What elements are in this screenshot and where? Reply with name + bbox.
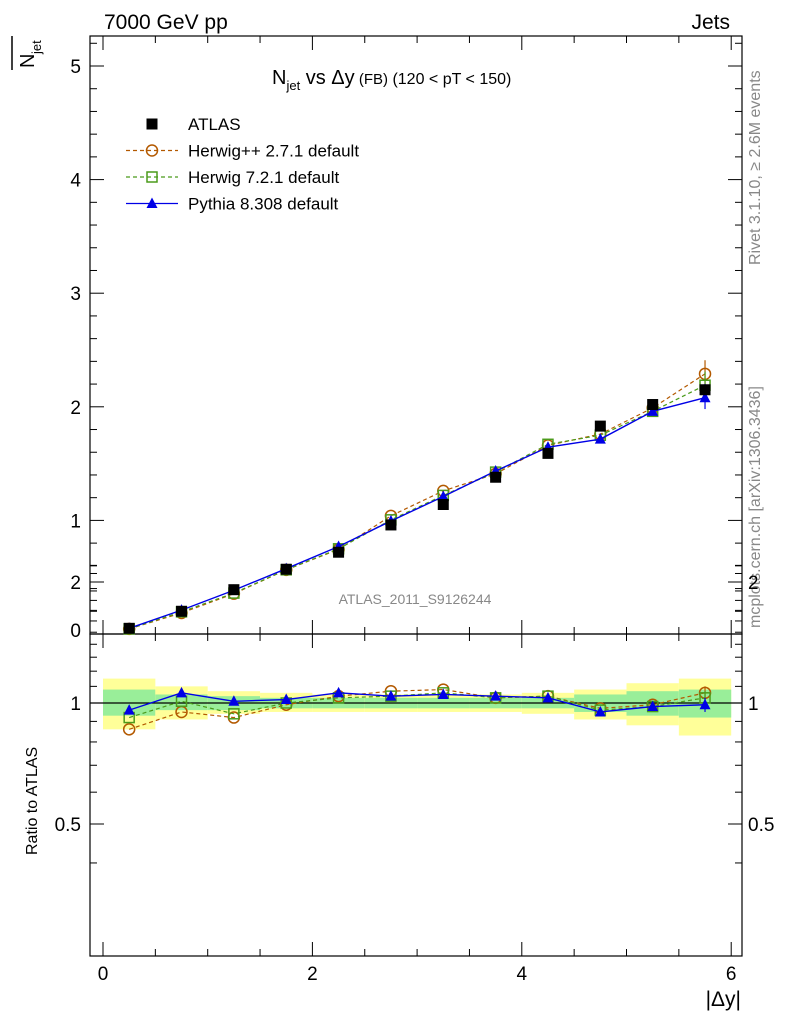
chart-title: Njet vs Δy (FB) (120 < pT < 150) [272,67,511,93]
y-tick-label: 3 [70,284,81,305]
legend-marker-atlas [146,118,158,130]
atlas-point [280,563,292,575]
pythia-8-308-default-ratio-point [594,705,606,717]
pythia-8-308-default-ratio-point [699,698,711,710]
atlas-point [437,498,449,510]
ratio-tick-label: 1 [70,694,81,715]
legend-marker-herwig-2-7-1-default [145,144,159,157]
pythia-8-308-default-ratio-point [176,686,188,698]
legend-label-herwig-7-2-1-default: Herwig 7.2.1 default [188,168,339,187]
atlas-point [542,447,554,459]
ratio-tick-label: 2 [70,573,81,594]
atlas-point [594,420,606,432]
pythia-8-308-default-ratio-point [123,704,135,715]
inner-band [155,694,208,711]
pythia-8-308-default-ratio-point [437,688,449,699]
herwig-7-2-1-default-ratio-line [128,692,706,719]
legend-label-herwig-2-7-1-default: Herwig++ 2.7.1 default [188,142,359,161]
pythia-8-308-default-point [437,490,449,502]
atlas-point [647,399,659,411]
svg-text:N: N [17,54,39,68]
ratio-frame [89,633,743,957]
legend-label-pythia-8-308-default: Pythia 8.308 default [188,195,339,214]
y-tick-label: 5 [70,57,81,78]
x-axis-label: |Δy| [706,988,741,1011]
mcplots-label: mcplots.cern.ch [arXiv:1306.3436] [747,386,764,628]
ratio-tick-label: 1 [748,694,759,715]
axes: 0 2 4 6 0 1 2 3 4 5 0.5 0.5 1 1 2 2 [55,36,774,985]
legend-marker-pythia-8-308-default [146,197,158,208]
pythia-8-308-default-ratio-line [128,692,706,713]
atlas-point [699,384,711,396]
main-series [122,360,712,636]
x-tick-label: 2 [307,964,318,985]
y-tick-label: 4 [70,171,81,192]
pythia-8-308-default-ratio-point [333,686,345,698]
pythia-8-308-default-point [647,405,659,416]
x-tick-label: 4 [517,964,528,985]
rivet-label: Rivet 3.1.10, ≥ 2.6M events [747,70,764,265]
svg-text:jet: jet [29,40,44,55]
ratio-tick-label: 2 [748,573,759,594]
y-tick-label: 2 [70,398,81,419]
y-tick-label: 0 [70,621,81,642]
pythia-8-308-default-ratio-point [647,700,659,712]
pythia-8-308-default-ratio-point [280,693,292,705]
ratio-ylabel: Ratio to ATLAS [24,747,41,855]
legend-label-atlas: ATLAS [188,115,241,134]
atlas-point [123,622,135,634]
ratio-uncertainty-bands [103,678,732,736]
pythia-8-308-default-ratio-point [490,690,502,701]
atlas-point [490,471,502,483]
y-axis-label: N jet [11,36,44,70]
atlas-point [176,605,188,617]
pythia-8-308-default-point [699,391,711,403]
analysis-watermark: ATLAS_2011_S9126244 [339,591,492,607]
herwig-2-7-1-default-ratio-line [128,688,706,730]
atlas-point [228,584,240,596]
legend: ATLAS Herwig++ 2.7.1 default Herwig 7.2.1 … [126,115,359,214]
herwig-7-2-1-default-line [128,384,706,630]
pythia-8-308-default-line [128,397,706,629]
atlas-point [333,546,345,558]
legend-marker-herwig-7-2-1-default [146,171,158,183]
header-right: Jets [691,11,730,34]
y-tick-label: 1 [70,511,81,532]
ratio-series [122,683,712,736]
herwig-7-2-1-default-ratio-point [228,708,240,720]
pythia-8-308-default-ratio-point [228,695,240,706]
pythia-8-308-default-point [594,433,606,444]
x-tick-label: 6 [726,964,737,985]
x-tick-label: 0 [98,964,109,985]
herwig-2-7-1-default-ratio-point [122,723,136,736]
atlas-point [385,519,397,531]
herwig-2-7-1-default-line [129,373,706,630]
pythia-8-308-default-ratio-point [385,690,397,701]
header-left: 7000 GeV pp [104,11,228,34]
ratio-tick-label: 0.5 [748,815,774,836]
pythia-8-308-default-ratio-point [542,691,554,703]
ratio-tick-label: 0.5 [55,815,81,836]
